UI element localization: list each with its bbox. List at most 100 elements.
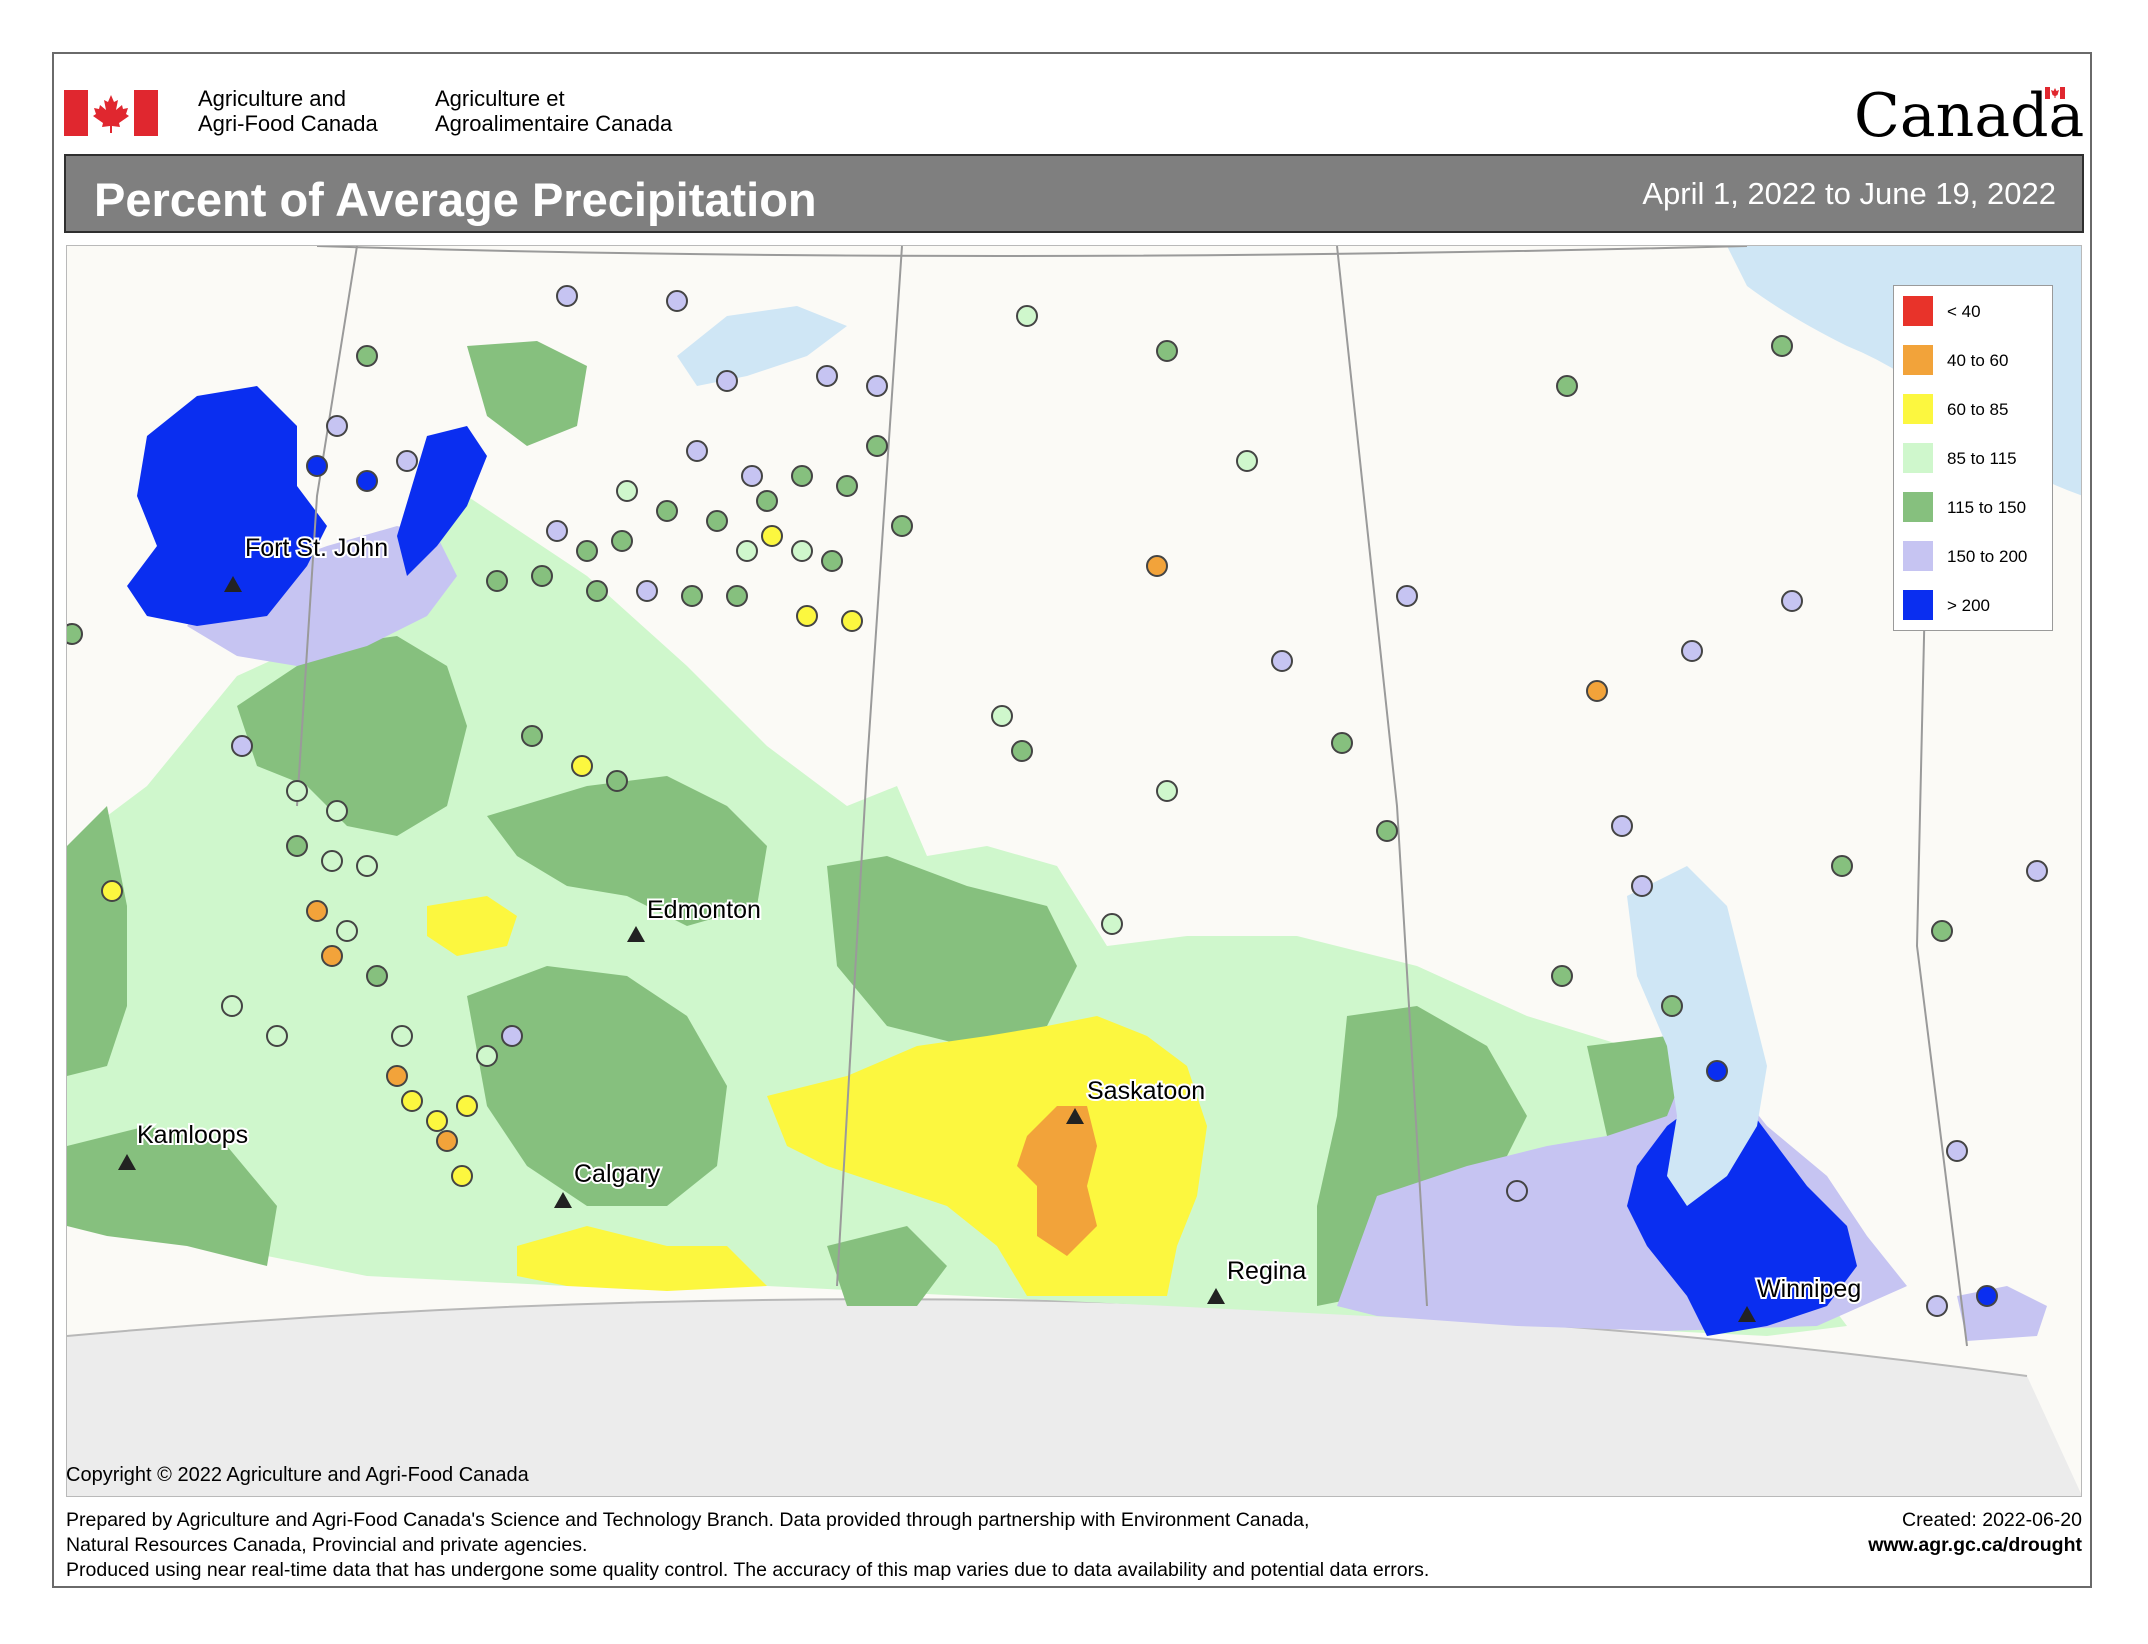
legend-item-115-150: 115 to 150 <box>1903 492 2043 522</box>
precip-115-150-region <box>827 1226 947 1306</box>
title-bar: Percent of Average Precipitation April 1… <box>64 154 2084 233</box>
station-marker <box>1926 1295 1948 1317</box>
department-name-french: Agriculture et Agroalimentaire Canada <box>435 86 672 136</box>
station-marker <box>866 375 888 397</box>
precip-115-150-region <box>487 776 767 926</box>
precip-40-60-region <box>1017 1106 1097 1256</box>
station-marker <box>1931 920 1953 942</box>
station-marker <box>1611 815 1633 837</box>
station-marker <box>1781 590 1803 612</box>
legend-swatch <box>1903 443 1933 473</box>
station-marker <box>306 455 328 477</box>
station-marker <box>1016 305 1038 327</box>
station-marker <box>606 770 628 792</box>
city-triangle-icon <box>224 576 242 592</box>
station-marker <box>1376 820 1398 842</box>
footer-meta: Created: 2022-06-20 www.agr.gc.ca/drough… <box>1868 1508 2082 1558</box>
station-marker <box>761 525 783 547</box>
station-marker <box>736 540 758 562</box>
station-marker <box>836 475 858 497</box>
station-marker <box>366 965 388 987</box>
drought-url-link[interactable]: www.agr.gc.ca/drought <box>1868 1534 2082 1556</box>
station-marker <box>486 570 508 592</box>
station-marker <box>386 1065 408 1087</box>
station-markers <box>67 285 2048 1317</box>
legend-label: 150 to 200 <box>1947 547 2028 566</box>
city-label-winnipeg: Winnipeg <box>1757 1275 1861 1303</box>
city-triangle-icon <box>627 926 645 942</box>
department-fr-line2: Agroalimentaire Canada <box>435 111 673 136</box>
lake-winnipeg <box>1627 866 1767 1206</box>
map-canvas: Fort St. John Edmonton Saskatoon Kamloop… <box>67 246 2081 1496</box>
station-marker <box>286 780 308 802</box>
station-marker <box>286 835 308 857</box>
city-label-saskatoon: Saskatoon <box>1087 1077 1205 1105</box>
station-marker <box>521 725 543 747</box>
city-triangle-icon <box>1738 1306 1756 1322</box>
precip-150-200-region <box>187 526 457 666</box>
station-marker <box>356 470 378 492</box>
station-marker <box>306 900 328 922</box>
station-marker <box>396 450 418 472</box>
city-markers: Fort St. John Edmonton Saskatoon Kamloop… <box>118 532 1863 1322</box>
station-marker <box>356 855 378 877</box>
international-border <box>67 1298 2028 1377</box>
legend-swatch <box>1903 492 1933 522</box>
city-regina: Regina <box>1207 1255 1308 1304</box>
precip-115-150-region <box>827 856 1077 1046</box>
city-triangle-icon <box>118 1154 136 1170</box>
station-marker <box>616 480 638 502</box>
legend-swatch <box>1903 345 1933 375</box>
saskatchewan-manitoba-boundary <box>1336 246 1428 1307</box>
legend-swatch <box>1903 590 1933 620</box>
city-edmonton: Edmonton <box>627 894 763 942</box>
city-label-fort-st-john: Fort St. John <box>245 534 388 562</box>
precipitation-map: Fort St. John Edmonton Saskatoon Kamloop… <box>66 245 2082 1497</box>
station-marker <box>326 800 348 822</box>
station-marker <box>716 370 738 392</box>
legend-swatch <box>1903 296 1933 326</box>
bc-alberta-boundary <box>296 246 358 807</box>
city-label-regina: Regina <box>1227 1257 1306 1285</box>
precip-60-85-region <box>427 896 517 956</box>
station-marker <box>1551 965 1573 987</box>
precip-115-150-region <box>467 341 587 446</box>
provincial-boundaries <box>296 246 1968 1347</box>
us-area <box>67 1299 2081 1496</box>
station-marker <box>321 850 343 872</box>
station-marker <box>436 1130 458 1152</box>
legend-label: > 200 <box>1947 596 1991 615</box>
footer-notes: Prepared by Agriculture and Agri-Food Ca… <box>66 1508 1766 1583</box>
station-marker <box>456 1095 478 1117</box>
station-marker <box>656 500 678 522</box>
legend-label: 40 to 60 <box>1947 351 2009 370</box>
legend-label: 60 to 85 <box>1947 400 2009 419</box>
city-label-edmonton: Edmonton <box>647 896 761 924</box>
station-marker <box>796 605 818 627</box>
station-marker <box>726 585 748 607</box>
precip-115-150-region <box>467 966 727 1206</box>
legend-swatch <box>1903 394 1933 424</box>
canada-wordmark: Canada <box>1854 82 2084 144</box>
station-marker <box>866 435 888 457</box>
precip-60-85-region <box>517 1226 767 1291</box>
city-triangle-icon <box>1066 1108 1084 1124</box>
station-marker <box>686 440 708 462</box>
station-marker <box>231 735 253 757</box>
station-marker <box>586 580 608 602</box>
legend: < 40 40 to 60 60 to 85 85 to 115 115 to … <box>1893 285 2053 631</box>
station-marker <box>67 623 83 645</box>
city-fort-st-john: Fort St. John <box>224 532 390 592</box>
station-marker <box>1831 855 1853 877</box>
legend-item-85-115: 85 to 115 <box>1903 443 2043 473</box>
city-kamloops: Kamloops <box>118 1119 250 1170</box>
city-saskatoon: Saskatoon <box>1066 1075 1207 1124</box>
station-marker <box>611 530 633 552</box>
canadian-flag-icon <box>64 90 158 136</box>
station-marker <box>2026 860 2048 882</box>
lake-athabasca <box>677 306 847 386</box>
station-marker <box>816 365 838 387</box>
legend-item-40-60: 40 to 60 <box>1903 345 2043 375</box>
station-marker <box>891 515 913 537</box>
header: Agriculture and Agri-Food Canada Agricul… <box>64 82 2084 152</box>
